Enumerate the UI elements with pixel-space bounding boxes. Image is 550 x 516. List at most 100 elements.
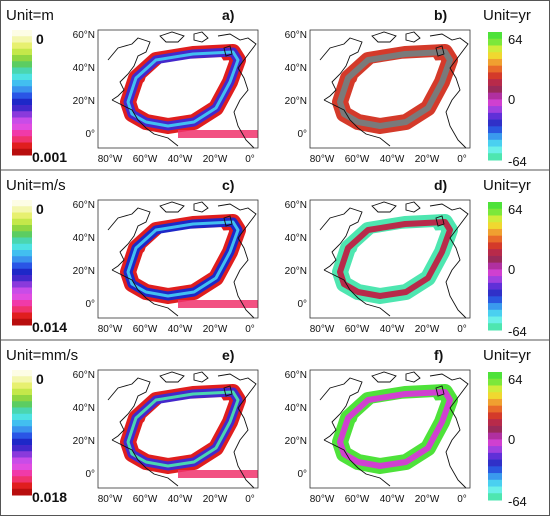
- coastline: [319, 37, 363, 101]
- lon-tick-label: 0°: [457, 324, 467, 335]
- right-colorbar-swatch: [488, 316, 502, 324]
- map-frame: [309, 29, 471, 149]
- right-colorbar-swatch: [488, 119, 502, 127]
- lat-tick-label: 60°N: [285, 200, 307, 211]
- coastline: [435, 385, 445, 397]
- coastline: [319, 207, 363, 271]
- right-colorbar-swatch: [488, 222, 502, 230]
- gyre-inner-band: [126, 50, 240, 128]
- lat-tick-label: 60°N: [285, 30, 307, 41]
- phase-inner-band: [337, 219, 453, 299]
- left-colorbar-swatch: [12, 130, 32, 137]
- gyre-center: [139, 227, 226, 285]
- phase-inner-band: [337, 49, 453, 129]
- left-colorbar-swatch: [12, 407, 32, 415]
- left-colorbar-swatch: [12, 105, 32, 112]
- lon-tick-label: 0°: [245, 324, 255, 335]
- right-colorbar-swatch: [488, 425, 502, 434]
- coastline: [323, 99, 391, 147]
- map-panel-magnitude: 60°N 40°N 20°N 0° 80°W 60°W 40°W 20°W 0° e): [73, 347, 259, 505]
- right-colorbar-tick: 0: [508, 432, 515, 447]
- right-colorbar-swatch: [488, 466, 502, 474]
- left-colorbar-swatch: [12, 395, 32, 402]
- right-colorbar-swatch: [488, 493, 502, 501]
- lon-tick-label: 80°W: [98, 494, 123, 505]
- coastline: [371, 201, 397, 213]
- left-colorbar-swatch: [12, 318, 32, 326]
- lon-tick-label: 20°W: [203, 324, 228, 335]
- left-colorbar-swatch: [12, 426, 32, 433]
- left-colorbar-bottom: 0.001: [32, 149, 67, 165]
- lon-tick-label: 40°W: [168, 154, 193, 165]
- right-colorbar-swatch: [488, 202, 502, 210]
- coastline: [159, 371, 185, 383]
- right-unit-label: Unit=yr: [483, 347, 531, 364]
- left-colorbar-bottom: 0.018: [32, 489, 67, 505]
- right-colorbar-swatch: [488, 52, 502, 60]
- phase-center: [351, 57, 438, 115]
- right-colorbar-swatch: [488, 405, 502, 413]
- left-colorbar-swatch: [12, 237, 32, 245]
- lat-tick-label: 60°N: [73, 30, 95, 41]
- right-colorbar-swatch: [488, 262, 502, 270]
- coastline: [435, 45, 445, 57]
- right-colorbar-swatch: [488, 45, 502, 53]
- right-colorbar-tick: 64: [508, 202, 522, 217]
- right-colorbar-swatch: [488, 486, 502, 494]
- lon-tick-label: 0°: [245, 494, 255, 505]
- coastline: [111, 99, 179, 147]
- left-colorbar-swatch: [12, 438, 32, 446]
- left-colorbar-swatch: [12, 111, 32, 118]
- right-colorbar-swatch: [488, 208, 502, 216]
- lon-tick-label: 20°W: [415, 154, 440, 165]
- left-colorbar-swatch: [12, 376, 32, 383]
- left-colorbar-swatch: [12, 281, 32, 288]
- lon-tick-label: 40°W: [168, 324, 193, 335]
- left-colorbar-top: 0: [36, 201, 44, 217]
- coastline: [159, 201, 185, 213]
- map-panel-phase: 60°N 40°N 20°N 0° 80°W 60°W 40°W 20°W 0° d): [285, 177, 471, 335]
- right-unit-label: Unit=yr: [483, 177, 531, 194]
- phase-center: [351, 227, 438, 285]
- lon-tick-label: 20°W: [203, 494, 228, 505]
- left-colorbar-swatch: [12, 61, 32, 68]
- right-colorbar-swatch: [488, 85, 502, 94]
- lon-tick-label: 60°W: [345, 324, 370, 335]
- right-colorbar-tick: 0: [508, 92, 515, 107]
- left-colorbar-swatch: [12, 262, 32, 270]
- right-colorbar-tick: -64: [508, 324, 527, 339]
- right-colorbar-swatch: [488, 146, 502, 154]
- coastline: [405, 31, 421, 43]
- left-colorbar-swatch: [12, 92, 32, 100]
- left-colorbar-swatch: [12, 225, 32, 232]
- left-colorbar-swatch: [12, 268, 32, 276]
- right-colorbar-swatch: [488, 228, 502, 237]
- right-colorbar-swatch: [488, 446, 502, 454]
- right-colorbar-swatch: [488, 126, 502, 134]
- left-colorbar-swatch: [12, 243, 32, 251]
- equatorial-band: [178, 300, 258, 308]
- lon-tick-label: 0°: [457, 154, 467, 165]
- lon-tick-label: 80°W: [310, 154, 335, 165]
- coastline: [107, 207, 151, 271]
- lon-tick-label: 60°W: [345, 494, 370, 505]
- lat-tick-label: 40°N: [73, 403, 95, 414]
- right-colorbar-swatch: [488, 65, 502, 73]
- equatorial-band: [178, 470, 258, 478]
- left-colorbar-swatch: [12, 256, 32, 263]
- lat-tick-label: 0°: [297, 469, 307, 480]
- left-colorbar-swatch: [12, 482, 32, 490]
- phase-center: [351, 397, 438, 455]
- left-colorbar-swatch: [12, 48, 32, 56]
- left-colorbar-swatch: [12, 401, 32, 408]
- left-colorbar-swatch: [12, 142, 32, 150]
- gyre-center: [139, 397, 226, 455]
- lat-tick-label: 0°: [85, 469, 95, 480]
- left-colorbar-bottom: 0.014: [32, 319, 67, 335]
- left-colorbar-swatch: [12, 445, 32, 452]
- right-colorbar-swatch: [488, 58, 502, 67]
- right-colorbar-swatch: [488, 92, 502, 100]
- lat-tick-label: 0°: [297, 299, 307, 310]
- coastline: [107, 377, 151, 441]
